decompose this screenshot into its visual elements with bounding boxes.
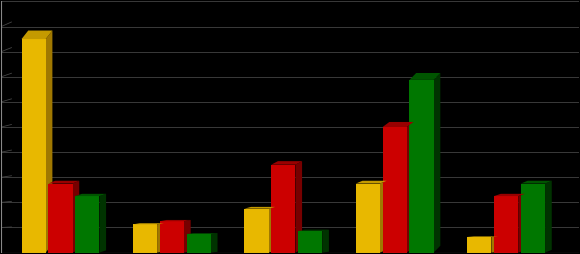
Polygon shape [409, 80, 434, 253]
Polygon shape [48, 181, 79, 184]
Polygon shape [269, 207, 276, 253]
Polygon shape [244, 209, 269, 253]
Polygon shape [271, 161, 302, 165]
Polygon shape [75, 196, 99, 253]
Polygon shape [545, 181, 552, 253]
Polygon shape [467, 236, 498, 237]
Polygon shape [298, 230, 329, 231]
Polygon shape [75, 194, 106, 196]
Polygon shape [157, 223, 164, 253]
Polygon shape [521, 184, 545, 253]
Polygon shape [383, 127, 407, 253]
Polygon shape [160, 220, 191, 221]
Polygon shape [521, 181, 552, 184]
Polygon shape [295, 161, 302, 253]
Polygon shape [298, 231, 322, 253]
Polygon shape [184, 220, 191, 253]
Polygon shape [407, 122, 414, 253]
Polygon shape [322, 230, 329, 253]
Polygon shape [211, 233, 218, 253]
Polygon shape [72, 181, 79, 253]
Polygon shape [494, 194, 525, 196]
Polygon shape [409, 73, 440, 80]
Polygon shape [467, 237, 491, 253]
Polygon shape [434, 73, 440, 253]
Polygon shape [187, 233, 218, 234]
Polygon shape [160, 221, 184, 253]
Polygon shape [244, 207, 276, 209]
Polygon shape [187, 234, 211, 253]
Polygon shape [21, 30, 52, 39]
Polygon shape [380, 181, 387, 253]
Polygon shape [99, 194, 106, 253]
Polygon shape [518, 194, 525, 253]
Polygon shape [494, 196, 518, 253]
Polygon shape [46, 30, 52, 253]
Polygon shape [271, 165, 295, 253]
Polygon shape [133, 223, 164, 224]
Polygon shape [356, 181, 387, 184]
Polygon shape [48, 184, 72, 253]
Polygon shape [383, 122, 414, 127]
Polygon shape [491, 236, 498, 253]
Polygon shape [133, 224, 157, 253]
Polygon shape [356, 184, 380, 253]
Polygon shape [21, 39, 46, 253]
